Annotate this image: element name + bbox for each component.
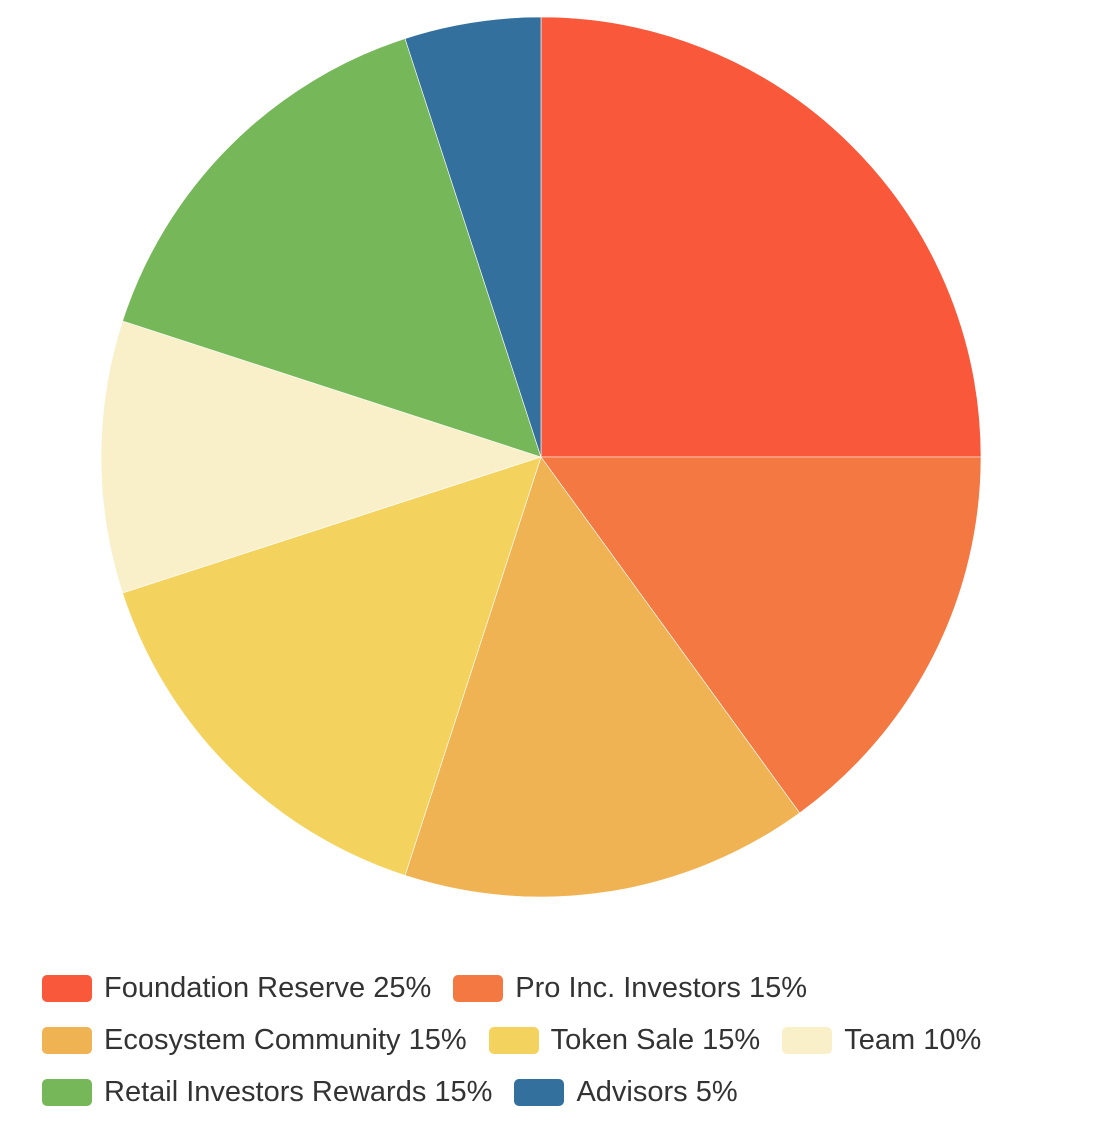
legend-label: Ecosystem Community 15% — [104, 1023, 467, 1056]
legend-item-team[interactable]: Team 10% — [782, 1024, 981, 1057]
legend-item-foundation-reserve[interactable]: Foundation Reserve 25% — [42, 972, 431, 1005]
legend-label: Foundation Reserve 25% — [104, 971, 432, 1004]
legend-item-pro-inc-investors[interactable]: Pro Inc. Investors 15% — [453, 972, 807, 1005]
pie-slice-4[interactable] — [100, 320, 542, 594]
legend-row: Foundation Reserve 25% Pro Inc. Investor… — [42, 962, 1082, 1014]
pie-slice-0[interactable] — [540, 16, 982, 458]
legend-item-retail-investors-rewards[interactable]: Retail Investors Rewards 15% — [42, 1076, 492, 1109]
pie-slice-1[interactable] — [540, 456, 982, 814]
legend-swatch — [514, 1078, 565, 1106]
legend-item-advisors[interactable]: Advisors 5% — [514, 1075, 738, 1109]
legend-swatch — [782, 1026, 833, 1054]
legend-item-ecosystem-community[interactable]: Ecosystem Community 15% — [42, 1024, 467, 1057]
legend-swatch — [488, 1026, 539, 1054]
legend-swatch — [453, 974, 504, 1002]
pie-slice-2[interactable] — [404, 456, 801, 898]
legend: Foundation Reserve 25% Pro Inc. Investor… — [42, 962, 1082, 1118]
legend-label: Pro Inc. Investors 15% — [515, 971, 808, 1004]
pie-slice-5[interactable] — [122, 38, 542, 458]
legend-swatch — [42, 1026, 92, 1054]
legend-swatch — [42, 974, 92, 1002]
legend-swatch — [42, 1078, 92, 1106]
legend-row: Ecosystem Community 15% Token Sale 15% T… — [42, 1014, 1082, 1066]
legend-label: Advisors 5% — [576, 1075, 738, 1108]
legend-label: Team 10% — [844, 1023, 982, 1056]
legend-row: Retail Investors Rewards 15% Advisors 5% — [42, 1066, 1082, 1118]
pie-slice-3[interactable] — [122, 456, 542, 876]
pie-slice-6[interactable] — [404, 16, 542, 458]
legend-label: Retail Investors Rewards 15% — [104, 1075, 493, 1108]
pie-chart — [100, 16, 982, 898]
legend-item-token-sale[interactable]: Token Sale 15% — [488, 1023, 761, 1057]
legend-label: Token Sale 15% — [550, 1023, 761, 1056]
